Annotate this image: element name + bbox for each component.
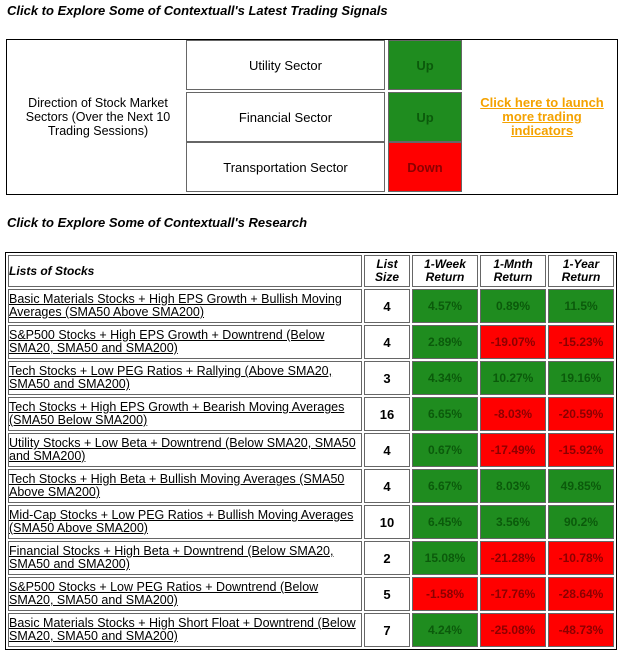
list-size-cell: 4: [364, 433, 410, 467]
week-return-cell: 4.34%: [412, 361, 478, 395]
list-name-cell: Financial Stocks + High Beta + Downtrend…: [8, 541, 362, 575]
table-row: Utility Stocks + Low Beta + Downtrend (B…: [8, 433, 614, 467]
list-size-cell: 7: [364, 613, 410, 647]
week-return-cell: 2.89%: [412, 325, 478, 359]
list-link[interactable]: S&P500 Stocks + Low PEG Ratios + Downtre…: [9, 580, 319, 607]
month-return-cell: 3.56%: [480, 505, 546, 539]
week-return-cell: 4.57%: [412, 289, 478, 323]
month-return-cell: 8.03%: [480, 469, 546, 503]
year-return-cell: -15.23%: [548, 325, 614, 359]
list-name-cell: Tech Stocks + High Beta + Bullish Moving…: [8, 469, 362, 503]
sector-transportation: Transportation Sector: [186, 142, 385, 192]
list-name-cell: Tech Stocks + Low PEG Ratios + Rallying …: [8, 361, 362, 395]
signal-financial: Up: [388, 92, 462, 142]
list-name-cell: S&P500 Stocks + High EPS Growth + Downtr…: [8, 325, 362, 359]
week-return-cell: 6.67%: [412, 469, 478, 503]
table-row: Mid-Cap Stocks + Low PEG Ratios + Bullis…: [8, 505, 614, 539]
month-return-cell: 0.89%: [480, 289, 546, 323]
year-return-cell: 49.85%: [548, 469, 614, 503]
list-link[interactable]: Tech Stocks + High EPS Growth + Bearish …: [9, 400, 345, 427]
list-name-cell: Tech Stocks + High EPS Growth + Bearish …: [8, 397, 362, 431]
list-link[interactable]: Utility Stocks + Low Beta + Downtrend (B…: [9, 436, 356, 463]
month-return-cell: -17.49%: [480, 433, 546, 467]
list-name-cell: Mid-Cap Stocks + Low PEG Ratios + Bullis…: [8, 505, 362, 539]
header-lists: Lists of Stocks: [8, 255, 362, 287]
year-return-cell: -48.73%: [548, 613, 614, 647]
week-return-cell: 0.67%: [412, 433, 478, 467]
table-row: Tech Stocks + High Beta + Bullish Moving…: [8, 469, 614, 503]
list-name-cell: Utility Stocks + Low Beta + Downtrend (B…: [8, 433, 362, 467]
list-link[interactable]: S&P500 Stocks + High EPS Growth + Downtr…: [9, 328, 325, 355]
list-size-cell: 4: [364, 325, 410, 359]
month-return-cell: -25.08%: [480, 613, 546, 647]
list-size-cell: 16: [364, 397, 410, 431]
list-size-cell: 4: [364, 469, 410, 503]
table-row: Tech Stocks + High EPS Growth + Bearish …: [8, 397, 614, 431]
list-link[interactable]: Financial Stocks + High Beta + Downtrend…: [9, 544, 334, 571]
list-size-cell: 2: [364, 541, 410, 575]
month-return-cell: -17.76%: [480, 577, 546, 611]
week-return-cell: 6.45%: [412, 505, 478, 539]
header-row: Lists of Stocks List Size 1-Week Return …: [8, 255, 614, 287]
month-return-cell: -8.03%: [480, 397, 546, 431]
week-return-cell: 4.24%: [412, 613, 478, 647]
week-return-cell: 6.65%: [412, 397, 478, 431]
week-return-cell: -1.58%: [412, 577, 478, 611]
sector-financial: Financial Sector: [186, 92, 385, 142]
table-row: Basic Materials Stocks + High EPS Growth…: [8, 289, 614, 323]
signal-utility: Up: [388, 40, 462, 90]
table-row: S&P500 Stocks + Low PEG Ratios + Downtre…: [8, 577, 614, 611]
research-heading[interactable]: Click to Explore Some of Contextuall's R…: [7, 215, 308, 230]
year-return-cell: -20.59%: [548, 397, 614, 431]
month-return-cell: -21.28%: [480, 541, 546, 575]
year-return-cell: 11.5%: [548, 289, 614, 323]
year-return-cell: -15.92%: [548, 433, 614, 467]
list-size-cell: 3: [364, 361, 410, 395]
table-row: S&P500 Stocks + High EPS Growth + Downtr…: [8, 325, 614, 359]
list-size-cell: 5: [364, 577, 410, 611]
sector-utility: Utility Sector: [186, 40, 385, 90]
header-size: List Size: [364, 255, 410, 287]
year-return-cell: 19.16%: [548, 361, 614, 395]
header-month: 1-Mnth Return: [480, 255, 546, 287]
list-link[interactable]: Tech Stocks + Low PEG Ratios + Rallying …: [9, 364, 333, 391]
list-size-cell: 10: [364, 505, 410, 539]
launch-indicators-link[interactable]: Click here to launch more trading indica…: [480, 95, 604, 138]
list-link[interactable]: Basic Materials Stocks + High Short Floa…: [9, 616, 356, 643]
list-link[interactable]: Basic Materials Stocks + High EPS Growth…: [9, 292, 342, 319]
week-return-cell: 15.08%: [412, 541, 478, 575]
table-row: Tech Stocks + Low PEG Ratios + Rallying …: [8, 361, 614, 395]
signals-heading[interactable]: Click to Explore Some of Contextuall's L…: [7, 3, 388, 18]
signals-box: Direction of Stock Market Sectors (Over …: [6, 39, 618, 195]
month-return-cell: 10.27%: [480, 361, 546, 395]
list-link[interactable]: Mid-Cap Stocks + Low PEG Ratios + Bullis…: [9, 508, 354, 535]
list-link[interactable]: Tech Stocks + High Beta + Bullish Moving…: [9, 472, 345, 499]
signal-transportation: Down: [388, 142, 462, 192]
list-name-cell: Basic Materials Stocks + High EPS Growth…: [8, 289, 362, 323]
list-name-cell: Basic Materials Stocks + High Short Floa…: [8, 613, 362, 647]
table-row: Basic Materials Stocks + High Short Floa…: [8, 613, 614, 647]
header-year: 1-Year Return: [548, 255, 614, 287]
research-table: Lists of Stocks List Size 1-Week Return …: [5, 252, 617, 650]
year-return-cell: 90.2%: [548, 505, 614, 539]
list-size-cell: 4: [364, 289, 410, 323]
year-return-cell: -28.64%: [548, 577, 614, 611]
table-row: Financial Stocks + High Beta + Downtrend…: [8, 541, 614, 575]
direction-label: Direction of Stock Market Sectors (Over …: [25, 96, 171, 138]
month-return-cell: -19.07%: [480, 325, 546, 359]
year-return-cell: -10.78%: [548, 541, 614, 575]
list-name-cell: S&P500 Stocks + Low PEG Ratios + Downtre…: [8, 577, 362, 611]
header-week: 1-Week Return: [412, 255, 478, 287]
